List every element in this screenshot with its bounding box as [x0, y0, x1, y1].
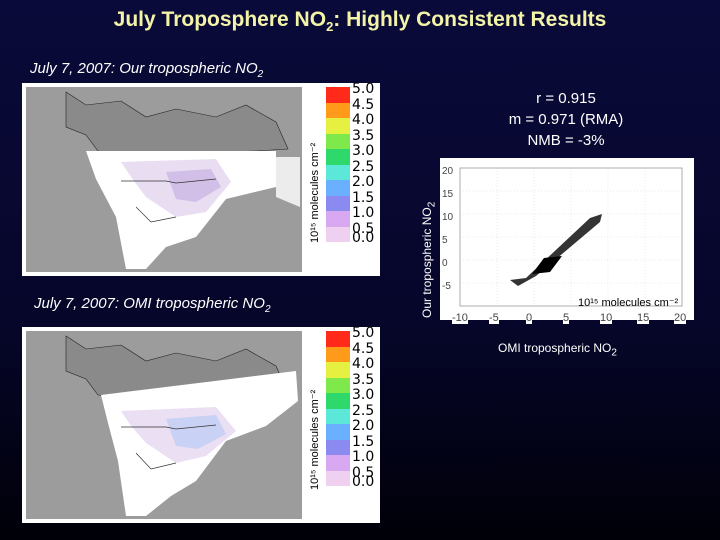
- colorbar-swatch: [326, 242, 350, 258]
- colorbar-swatch: [326, 408, 350, 424]
- colorbar-swatch: [326, 226, 350, 242]
- colorbar-tick-label: 3.5: [352, 127, 375, 144]
- scatter-x-tick: -10: [452, 312, 468, 324]
- colorbar-tick-label: 1.0: [352, 205, 375, 221]
- slide-title: July Troposphere NO2: Highly Consistent …: [113, 8, 607, 35]
- scatter-x-label: OMI tropospheric NO2: [498, 341, 617, 359]
- colorbar-swatch: [326, 439, 350, 455]
- colorbar-tick-label: 5.0: [352, 325, 375, 341]
- colorbar-swatch: [326, 118, 350, 134]
- scatter-x-tick: 0: [526, 312, 533, 324]
- bottom-map-panel: 10¹⁵ molecules cm⁻² 5.0 4.5 4.0 3.5 3.0 2.5 2.…: [22, 325, 380, 523]
- colorbar-tick-label: 2.0: [352, 174, 375, 190]
- scatter-y-tick: -5: [442, 281, 451, 292]
- scatter-y-tick: 10: [442, 212, 454, 223]
- scatter-x-tick: 5: [563, 312, 570, 324]
- colorbar-swatch: [326, 102, 350, 118]
- scatter-y-label: Our tropospheric NO2: [420, 201, 438, 318]
- colorbar-tick-label: 0.0: [352, 230, 375, 246]
- colorbar-tick-label: 3.5: [352, 371, 375, 388]
- colorbar-swatch: [326, 164, 350, 180]
- colorbar-swatch: [326, 211, 350, 227]
- top-map-panel: 10¹⁵ molecules cm⁻² 5.0 4.5 4.0 3.5 3.0 2.5 2.…: [22, 81, 380, 276]
- colorbar-tick-label: 4.5: [352, 96, 375, 113]
- stat-r: r = 0.915: [536, 90, 596, 107]
- top-map-image: [26, 87, 302, 272]
- scatter-y-tick: 15: [442, 189, 454, 200]
- colorbar-swatch: [326, 346, 350, 362]
- colorbar-tick-label: 1.0: [352, 449, 375, 465]
- colorbar-tick-label: 0.5: [352, 464, 375, 481]
- colorbar-swatch: [326, 486, 350, 502]
- colorbar-swatch: [326, 195, 350, 211]
- colorbar-tick-label: 3.0: [352, 143, 375, 159]
- top-map-svg: [65, 91, 300, 269]
- colorbar-swatch: [326, 180, 350, 196]
- top-map-caption: July 7, 2007: Our tropospheric NO2: [30, 60, 264, 80]
- colorbar-swatch: [326, 331, 350, 347]
- colorbar-tick-label: 1.5: [352, 189, 375, 206]
- scatter-y-tick: 0: [442, 258, 448, 269]
- bottom-map-svg: [65, 335, 298, 516]
- scatter-points: [510, 214, 602, 286]
- colorbar-tick-label: 0.5: [352, 220, 375, 237]
- colorbar-tick-label: 1.5: [352, 433, 375, 450]
- stat-m: m = 0.971 (RMA): [508, 111, 624, 128]
- colorbar-tick-label: 2.5: [352, 402, 375, 419]
- colorbar-swatch: [326, 424, 350, 440]
- scatter-y-tick: 5: [442, 235, 448, 246]
- bottom-map-caption: July 7, 2007: OMI tropospheric NO2: [34, 295, 271, 315]
- colorbar-swatch: [326, 87, 350, 103]
- colorbar-swatch: [326, 393, 350, 409]
- colorbar-tick-label: 5.0: [352, 81, 375, 97]
- colorbar-swatch: [326, 455, 350, 471]
- colorbar-swatch: [326, 362, 350, 378]
- scatter-x-tick: 15: [637, 312, 650, 324]
- colorbar-tick-label: 3.0: [352, 387, 375, 403]
- correlation-stats: r = 0.915 m = 0.971 (RMA) NMB = -3%: [450, 88, 682, 151]
- top-colorbar-label: 10¹⁵ molecules cm⁻²: [309, 142, 321, 243]
- scatter-svg: 20 15 10 5 0 -5: [442, 166, 683, 307]
- colorbar-tick-label: 4.5: [352, 340, 375, 357]
- colorbar-swatch: [326, 377, 350, 393]
- colorbar-tick-label: 2.0: [352, 418, 375, 434]
- stat-nmb: NMB = -3%: [527, 132, 605, 149]
- colorbar-tick-label: 0.0: [352, 474, 375, 490]
- scatter-x-unit: 10¹⁵ molecules cm⁻²: [578, 297, 679, 309]
- scatter-x-tick: 10: [600, 312, 613, 324]
- colorbar-tick-label: 4.0: [352, 356, 375, 372]
- colorbar-tick-label: 4.0: [352, 112, 375, 128]
- colorbar-swatch: [326, 470, 350, 486]
- scatter-x-tick: -5: [489, 312, 499, 324]
- scatter-plot: 20 15 10 5 0 -5 10¹⁵ molecules cm⁻²: [440, 158, 694, 320]
- scatter-y-tick: 20: [442, 166, 454, 177]
- scatter-x-tick: 20: [674, 312, 687, 324]
- colorbar-swatch: [326, 149, 350, 165]
- colorbar-swatch: [326, 133, 350, 149]
- bottom-colorbar-label: 10¹⁵ molecules cm⁻²: [309, 389, 321, 490]
- bottom-map-image: [26, 331, 302, 519]
- colorbar-tick-label: 2.5: [352, 158, 375, 175]
